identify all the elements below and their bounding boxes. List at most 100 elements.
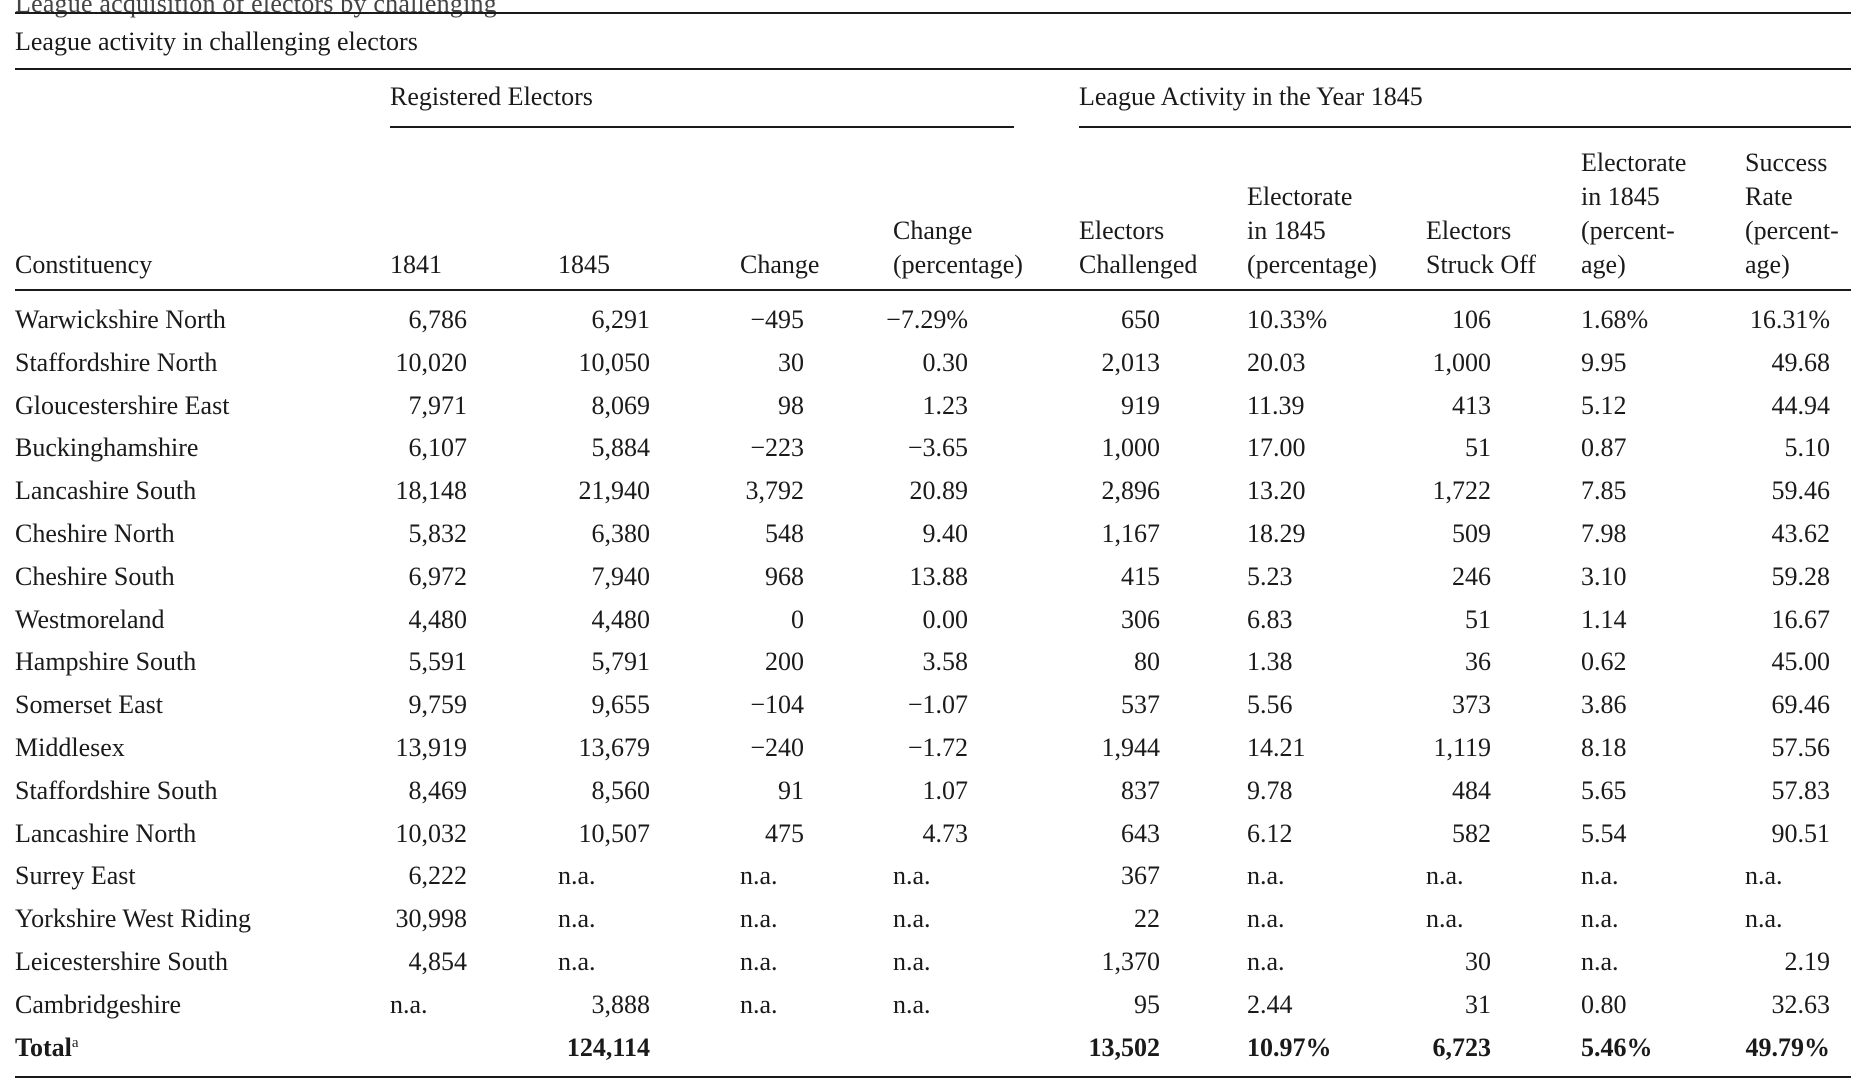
cell-electorate-2: 7.98 xyxy=(1581,519,1627,548)
cell-electorate-2: n.a. xyxy=(1581,947,1619,976)
cell-electorate: 6.12 xyxy=(1247,818,1293,848)
cell-1845: 13,679 xyxy=(578,733,651,762)
cell-electorate-2: 0.62 xyxy=(1581,647,1627,677)
cell-1845: 5,884 xyxy=(591,433,651,463)
cell-struck-off: 1,119 xyxy=(1433,733,1491,762)
cell-change-pct: 9.40 xyxy=(922,519,969,548)
table-row: Somerset East 9,759 9,655 −104 −1.07 537 5.56 3… xyxy=(15,683,1851,726)
col-head-1845: 1845 xyxy=(558,248,610,282)
cell-electorate: 6.83 xyxy=(1247,604,1293,634)
footnote-mark: a xyxy=(71,1034,79,1051)
cell-electorate: 17.00 xyxy=(1247,433,1306,463)
cell-constituency: Lancashire South xyxy=(15,476,197,506)
cell-success: 5.10 xyxy=(1784,433,1831,463)
cell-success: n.a. xyxy=(1745,861,1783,891)
cell-1841: 10,020 xyxy=(395,347,468,377)
cell-electorate: 9.78 xyxy=(1247,775,1293,805)
cell-change: 91 xyxy=(778,775,804,805)
cell-struck-off: 36 xyxy=(1465,647,1491,677)
cell-change: 968 xyxy=(765,561,804,591)
col-head-electorate-percent-age-l4: age) xyxy=(1581,250,1626,279)
cell-electorate: 5.56 xyxy=(1247,690,1293,720)
cell-change: 475 xyxy=(765,818,804,848)
clipped-header-text: League acquisition of electors by challe… xyxy=(15,0,497,18)
cell-change: 0 xyxy=(791,604,804,634)
table-row: Buckinghamshire 6,107 5,884 −223 −3.65 1,000 1… xyxy=(15,426,1851,469)
cell-change-pct: n.a. xyxy=(893,947,931,976)
col-head-electors-challenged-l2: Challenged xyxy=(1079,250,1198,279)
cell-struck-off: 509 xyxy=(1452,519,1491,548)
cell-change-pct: 1.07 xyxy=(922,775,969,805)
cell-change: 200 xyxy=(765,647,804,677)
cell-constituency: Westmoreland xyxy=(15,604,165,634)
cell-challenged: 1,000 xyxy=(1101,433,1161,463)
cell-change: n.a. xyxy=(740,861,778,891)
table-row: Gloucestershire East 7,971 8,069 98 1.23 919 1… xyxy=(15,384,1851,427)
group-head-activity: League Activity in the Year 1845 xyxy=(1079,82,1423,111)
col-head-constituency-text: Constituency xyxy=(15,250,153,279)
cell-1841: 10,032 xyxy=(395,818,468,848)
cell-challenged: 1,370 xyxy=(1101,947,1161,976)
cell-constituency: Staffordshire South xyxy=(15,775,218,805)
cell-1845: n.a. xyxy=(558,904,596,934)
cell-success: 59.46 xyxy=(1771,476,1831,506)
cell-change-pct: 20.89 xyxy=(909,476,969,506)
table-row: Staffordshire South 8,469 8,560 91 1.07 837 9.… xyxy=(15,769,1851,812)
table-row: Staffordshire North 10,020 10,050 30 0.30 2,0… xyxy=(15,341,1851,384)
col-head-success-rate-l4: age) xyxy=(1745,250,1790,279)
table-row: Surrey East 6,222 n.a. n.a. n.a. 367 n.a. n.a. n… xyxy=(15,854,1851,897)
cell-struck-off: 484 xyxy=(1452,775,1491,805)
cell-1845: 124,114 xyxy=(566,1032,650,1062)
cell-1845: 4,480 xyxy=(591,604,651,634)
group-rule-activity xyxy=(1079,126,1851,128)
cell-electorate-2: 5.65 xyxy=(1581,775,1627,805)
cell-1841: 6,972 xyxy=(408,561,468,591)
cell-1841: 18,148 xyxy=(395,476,468,506)
cell-constituency: Staffordshire North xyxy=(15,347,218,377)
cell-change-pct: n.a. xyxy=(893,861,931,891)
cell-change: −104 xyxy=(750,690,804,720)
cell-constituency: Cambridgeshire xyxy=(15,989,182,1019)
cell-change: 3,792 xyxy=(745,476,805,506)
bottom-rule xyxy=(15,1076,1851,1078)
col-head-1841: 1841 xyxy=(390,248,442,282)
cell-struck-off: 6,723 xyxy=(1432,1032,1492,1062)
cell-1845: n.a. xyxy=(558,947,596,976)
cell-1841: 6,786 xyxy=(408,305,468,334)
cell-1845: n.a. xyxy=(558,861,596,891)
cell-challenged: 650 xyxy=(1121,305,1160,334)
cell-success: 49.68 xyxy=(1771,347,1831,377)
cell-change: −223 xyxy=(750,433,804,463)
col-head-change-percentage: Change (percentage) xyxy=(893,214,1023,282)
cell-challenged: 367 xyxy=(1121,861,1160,891)
cell-success: 16.67 xyxy=(1771,604,1831,634)
cell-change-pct: n.a. xyxy=(893,989,931,1019)
table-row: Lancashire North 10,032 10,507 475 4.73 643 6.… xyxy=(15,812,1851,855)
cell-1845: 6,380 xyxy=(591,519,651,548)
cell-electorate-2: 5.46% xyxy=(1581,1032,1653,1062)
cell-constituency: Cheshire South xyxy=(15,561,175,591)
cell-1841: 8,469 xyxy=(408,775,468,805)
cell-change-pct: n.a. xyxy=(893,904,931,934)
cell-challenged: 80 xyxy=(1134,647,1160,677)
header-rule xyxy=(15,289,1851,291)
cell-struck-off: 51 xyxy=(1465,604,1491,634)
cell-constituency: Warwickshire North xyxy=(15,305,226,334)
cell-change-pct: 4.73 xyxy=(922,818,969,848)
col-head-electorate-percentage: Electorate in 1845 (percentage) xyxy=(1247,180,1377,282)
col-head-electorate-percentage-l1: Electorate xyxy=(1247,182,1353,211)
cell-1845: 7,940 xyxy=(591,561,651,591)
col-head-electors-struck-off: Electors Struck Off xyxy=(1426,214,1536,282)
cell-success: 16.31% xyxy=(1749,305,1830,334)
cell-success: 69.46 xyxy=(1771,690,1831,720)
table-row-total: Totala 124,114 13,502 10.97% 6,723 5.46% 49.79… xyxy=(15,1026,1851,1069)
cell-1845: 5,791 xyxy=(591,647,651,677)
col-head-change-percentage-l2: (percentage) xyxy=(893,250,1023,279)
col-head-change-text: Change xyxy=(740,250,820,279)
table-row: Yorkshire West Riding 30,998 n.a. n.a. n.a. 2… xyxy=(15,897,1851,940)
col-head-change-percentage-l1: Change xyxy=(893,216,973,245)
group-head-registered: Registered Electors xyxy=(390,82,593,111)
cell-electorate-2: 1.14 xyxy=(1581,604,1627,634)
table-caption: League activity in challenging electors xyxy=(15,27,418,56)
